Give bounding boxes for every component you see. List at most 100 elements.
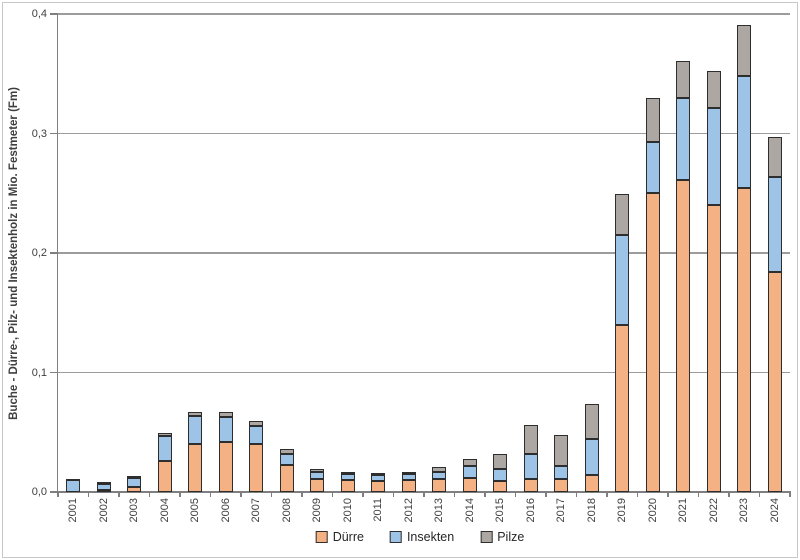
gridline <box>58 132 790 135</box>
x-axis-tick <box>270 493 273 497</box>
x-category-label: 2024 <box>767 498 783 522</box>
bar-segment-insekten <box>279 453 294 465</box>
bar-segment-pilze <box>584 403 599 440</box>
bar-segment-pilze <box>676 60 691 98</box>
bar-segment-insekten <box>96 483 111 490</box>
x-category-label-text: 2023 <box>738 498 751 523</box>
x-category-label-text: 2001 <box>67 498 80 523</box>
bar-segment-duerre <box>249 444 264 492</box>
gridline <box>58 371 790 374</box>
x-axis-tick <box>423 493 425 497</box>
y-axis-tick <box>50 491 58 493</box>
plot-area: 2001 2002 2003 2004 2005 2006 2007 2008 2009 2010… <box>58 13 790 522</box>
bar-segment-pilze <box>523 425 538 454</box>
x-category-label-text: 2017 <box>555 498 568 523</box>
legend-item: Dürre <box>315 530 364 544</box>
x-category-label: 2004 <box>157 498 173 522</box>
bar-segment-pilze <box>127 476 142 479</box>
bar-segment-duerre <box>157 460 172 492</box>
x-category-label-text: 2016 <box>524 498 537 523</box>
y-tick-label: 0,2 <box>31 247 47 259</box>
x-category-label-text: 2020 <box>646 498 659 523</box>
x-category-label-text: 2005 <box>189 498 202 523</box>
legend-swatch-insekten <box>389 531 402 543</box>
x-axis-tick <box>179 493 181 497</box>
y-tick-label: 0,1 <box>31 366 47 379</box>
bar-segment-pilze <box>371 472 386 476</box>
x-category-label: 2003 <box>126 498 142 522</box>
x-category-label: 2015 <box>492 498 508 522</box>
bar-segment-pilze <box>432 466 447 472</box>
y-axis-tick <box>50 252 58 254</box>
bar-segment-insekten <box>401 474 416 481</box>
gridline <box>58 252 790 254</box>
legend-swatch-pilze <box>480 531 493 543</box>
bar-segment-pilze <box>554 434 569 466</box>
legend-label: Pilze <box>497 530 525 544</box>
bar-segment-insekten <box>371 475 386 482</box>
bar-segment-pilze <box>218 411 233 417</box>
bar-segment-duerre <box>706 205 721 492</box>
x-category-label: 2021 <box>675 498 691 522</box>
bar-segment-insekten <box>706 108 721 206</box>
x-category-label: 2012 <box>401 498 417 522</box>
bar-segment-insekten <box>249 426 264 445</box>
x-category-label: 2018 <box>584 498 600 522</box>
bar-segment-pilze <box>767 137 782 177</box>
x-category-label: 2011 <box>370 498 386 522</box>
bar-segment-pilze <box>66 478 81 481</box>
bar-segment-duerre <box>737 188 752 492</box>
y-axis-tick <box>50 13 58 15</box>
x-category-label: 2020 <box>645 498 661 522</box>
x-category-label-text: 2002 <box>97 498 110 523</box>
x-category-label-text: 2004 <box>158 498 171 523</box>
x-category-label: 2001 <box>65 498 81 522</box>
x-category-label-text: 2003 <box>128 498 141 523</box>
bar-segment-insekten <box>218 416 233 442</box>
legend-swatch-duerre <box>315 531 328 543</box>
x-category-label-text: 2014 <box>463 498 476 523</box>
x-category-label-text: 2008 <box>280 498 293 523</box>
legend-label: Insekten <box>406 530 455 544</box>
bar-segment-insekten <box>432 471 447 479</box>
bar-segment-insekten <box>615 235 630 325</box>
bar-segment-pilze <box>340 471 355 475</box>
x-axis-tick <box>484 493 486 497</box>
x-category-label-text: 2006 <box>219 498 232 523</box>
bar-segment-duerre <box>218 441 233 492</box>
bar-segment-insekten <box>523 453 538 479</box>
bar-segment-insekten <box>767 176 782 273</box>
x-category-label: 2010 <box>340 498 356 522</box>
x-category-label: 2017 <box>553 498 569 522</box>
x-axis-tick <box>728 493 730 497</box>
x-category-label: 2019 <box>614 498 630 522</box>
x-axis-tick <box>362 493 364 497</box>
x-category-label: 2016 <box>523 498 539 522</box>
chart-legend: Dürre Insekten Pilze <box>315 530 525 544</box>
bar-segment-duerre <box>127 487 142 492</box>
bar-segment-pilze <box>310 469 325 472</box>
legend-item: Insekten <box>389 530 455 544</box>
bar-segment-pilze <box>737 24 752 77</box>
x-category-label-text: 2007 <box>250 498 263 523</box>
bar-segment-duerre <box>340 480 355 492</box>
gridline <box>58 13 790 15</box>
bar-segment-insekten <box>188 415 203 445</box>
bar-segment-insekten <box>584 439 599 476</box>
x-category-label: 2007 <box>248 498 264 522</box>
x-category-label-text: 2010 <box>341 498 354 523</box>
x-category-label: 2023 <box>736 498 752 522</box>
bar-segment-insekten <box>737 76 752 189</box>
x-axis-tick <box>697 493 700 497</box>
x-axis-tick <box>118 493 120 497</box>
bar-segment-duerre <box>310 478 325 492</box>
x-category-label-text: 2011 <box>372 498 385 522</box>
bar-segment-insekten <box>310 471 325 479</box>
bar-segment-pilze <box>706 71 721 109</box>
x-category-label-text: 2015 <box>494 498 507 523</box>
x-axis-tick <box>87 493 90 497</box>
x-axis-tick <box>209 493 212 497</box>
bar-segment-duerre <box>371 481 386 492</box>
x-axis-tick <box>575 493 578 497</box>
